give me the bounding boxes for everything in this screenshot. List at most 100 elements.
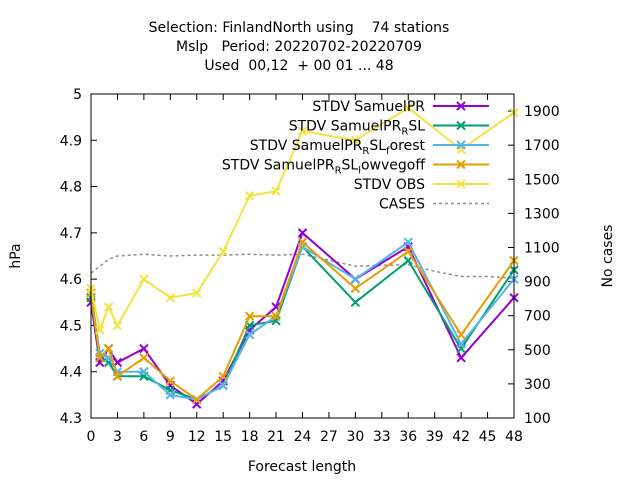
series-1-point [403,255,413,266]
series-0-point [139,343,149,354]
title-line-1: Mslp Period: 20220702-20220709 [176,39,422,55]
y-tick-label: 4.9 [60,133,82,149]
series-2-point [244,329,255,340]
series-3-point [456,329,466,340]
legend-entry-3: STDV SamuelPRRSLlowvegoff [222,158,489,177]
series-2-point [456,339,466,349]
x-tick-label: 18 [241,429,259,445]
x-tick-label: 6 [139,429,148,445]
series-4-point [218,246,228,257]
series-0-point [297,228,308,238]
series-4-point [103,302,114,312]
legend-marker [456,120,466,131]
series-4-point [350,135,361,145]
x-tick-label: 15 [214,429,232,445]
series-3-point [350,283,361,294]
legend-entry-1: STDV SamuelPRRSL [289,119,489,138]
x-tick-label: 45 [479,429,497,445]
series-4-point [244,191,255,201]
series-3-line [90,240,515,401]
y-axis-tick-labels: 4.3 4.4 4.5 4.6 4.7 4.8 4.9 5 [60,87,82,427]
y2-axis-tick-labels: 100 300 500 700 900 1100 1300 1500 1700 1900 [524,104,560,427]
x-tick-label: 9 [166,429,175,445]
series-4-point [112,320,123,331]
y-tick-label: 5 [73,87,82,103]
series-3-point [192,394,202,405]
series-3-point [95,353,105,363]
legend-label: STDV OBS [354,177,425,193]
title-line-2: Used 00,12 + 00 01 ... 48 [204,58,393,74]
legend-entry-5: CASES [379,197,489,213]
x-tick-label: 0 [87,429,96,445]
axis-ticks [90,93,515,419]
x-tick-label: 12 [188,429,206,445]
x-tick-label: 30 [346,429,364,445]
legend-marker [456,179,466,189]
series-3-point [297,237,308,247]
series-2-point [403,237,413,247]
y2-tick-label: 1700 [524,138,560,154]
y-tick-label: 4.3 [60,411,82,427]
series-1-point [350,297,361,307]
series-4-point [192,288,202,298]
title-line-0: Selection: FinlandNorth using 74 station… [149,20,450,36]
x-tick-label: 48 [505,429,523,445]
series-2-point [139,367,149,377]
legend-marker [456,140,466,150]
y2-axis-label: No cases [600,225,616,288]
y2-tick-label: 1500 [524,172,560,188]
series-2-point [165,390,176,400]
legend-label: STDV SamuelPR [312,99,425,115]
series-3-point [403,246,413,257]
y-tick-label: 4.8 [60,180,82,196]
series-3-point [218,371,228,382]
legend-label: STDV SamuelPRRSL [289,119,425,138]
series-2-line [90,240,515,401]
series-3-point [139,353,149,363]
series-4-point [297,126,308,136]
x-tick-label: 3 [113,429,122,445]
y2-tick-label: 1100 [524,240,560,256]
x-tick-label: 21 [267,429,285,445]
legend-entry-4: STDV OBS [354,177,489,193]
series-4-point [271,186,281,196]
y2-tick-label: 900 [524,275,551,291]
series-0-point [456,353,466,363]
y2-tick-label: 500 [524,343,551,359]
y2-tick-label: 1900 [524,104,560,120]
legend-label: CASES [379,197,425,213]
series-4-point [95,325,105,335]
y-tick-label: 4.6 [60,272,82,288]
y2-tick-label: 300 [524,377,551,393]
y-tick-label: 4.4 [60,365,82,381]
y-tick-label: 4.7 [60,226,82,242]
series-4-point [403,103,413,113]
x-tick-label: 42 [452,429,470,445]
series-2-point [218,380,228,391]
x-axis-tick-labels: 0 3 6 9 12 15 18 21 24 27 30 33 36 39 42 45 48 [87,429,523,445]
series-2-point [350,274,361,284]
x-axis-label: Forecast length [248,459,356,475]
legend-marker [456,159,466,170]
plot-frame [90,93,515,419]
legend-entry-2: STDV SamuelPRRSLforest [250,138,489,157]
legend-entry-0: STDV SamuelPR [312,99,489,115]
series-5-line [90,253,515,279]
legend-label: STDV SamuelPRRSLforest [250,138,426,157]
chart-title: Selection: FinlandNorth using 74 station… [149,20,450,74]
series-3-point [244,311,255,321]
x-tick-label: 39 [426,429,444,445]
series-3-point [165,376,176,386]
legend-marker [456,101,466,111]
series-5 [90,253,515,279]
series-3-point [271,311,281,321]
y-tick-label: 4.5 [60,318,82,334]
legend-label: STDV SamuelPRRSLlowvegoff [222,158,425,177]
x-tick-label: 33 [373,429,391,445]
series-layer [86,103,519,409]
series-4-point [139,274,149,284]
series-3-point [112,371,123,382]
y2-tick-label: 1300 [524,206,560,222]
